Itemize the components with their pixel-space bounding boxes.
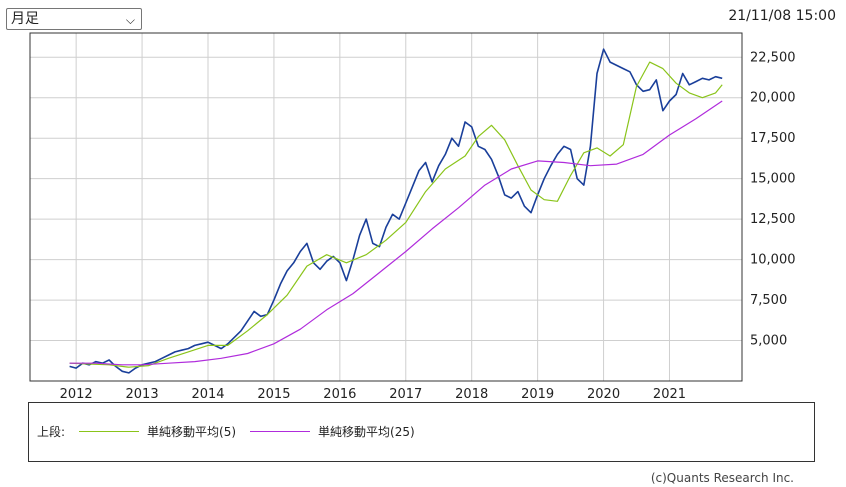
- x-tick-label: 2020: [587, 387, 620, 400]
- legend-box: 上段: 単純移動平均(5) 単純移動平均(25): [28, 402, 815, 462]
- x-axis-ticks: 2012 2013 2014 2015 2016 2017 2018 2019 2020 2021: [60, 387, 686, 400]
- x-tick-label: 2017: [389, 387, 422, 400]
- x-tick-label: 2015: [257, 387, 290, 400]
- x-tick-label: 2014: [191, 387, 224, 400]
- y-tick-label: 10,000: [750, 253, 796, 268]
- period-select-value: 月足: [11, 11, 39, 27]
- series-line-price: [69, 48, 723, 374]
- legend-label-ma5: 単純移動平均(5): [147, 425, 237, 439]
- legend-prefix: 上段:: [37, 425, 66, 439]
- x-tick-label: 2021: [653, 387, 686, 400]
- x-tick-label: 2019: [521, 387, 554, 400]
- legend-item-ma5: 単純移動平均(5): [79, 423, 236, 440]
- price-chart: 2012 2013 2014 2015 2016 2017 2018 2019 2020 2021…: [29, 32, 796, 400]
- y-tick-label: 15,000: [750, 172, 796, 187]
- legend-swatch-ma5: [79, 431, 140, 432]
- x-tick-label: 2012: [60, 387, 93, 400]
- plot-frame: [29, 32, 743, 382]
- y-tick-label: 7,500: [750, 293, 787, 308]
- x-tick-label: 2016: [323, 387, 356, 400]
- y-tick-label: 20,000: [750, 91, 796, 106]
- series-line-ma5: [69, 61, 723, 368]
- legend-label-ma25: 単純移動平均(25): [318, 425, 415, 439]
- copyright: (c)Quants Research Inc.: [650, 471, 794, 485]
- period-select[interactable]: 月足 ⌵: [6, 8, 142, 30]
- y-tick-label: 5,000: [750, 334, 787, 349]
- y-tick-label: 12,500: [750, 212, 796, 227]
- chevron-down-icon: ⌵: [125, 13, 135, 27]
- legend-swatch-ma25: [250, 431, 311, 432]
- x-tick-label: 2013: [126, 387, 159, 400]
- legend-item-ma25: 単純移動平均(25): [250, 423, 415, 440]
- chart-grid: [30, 33, 742, 381]
- legend-row: 上段: 単純移動平均(5) 単純移動平均(25): [37, 423, 415, 440]
- timestamp: 21/11/08 15:00: [728, 8, 836, 24]
- x-tick-label: 2018: [455, 387, 488, 400]
- y-tick-label: 22,500: [750, 50, 796, 65]
- y-tick-label: 17,500: [750, 131, 796, 146]
- chart-frame: [29, 32, 743, 382]
- series-line-ma25: [69, 100, 723, 366]
- chart-series: [69, 48, 723, 374]
- y-axis-ticks: 5,000 7,500 10,000 12,500 15,000 17,500 20,000…: [750, 50, 796, 348]
